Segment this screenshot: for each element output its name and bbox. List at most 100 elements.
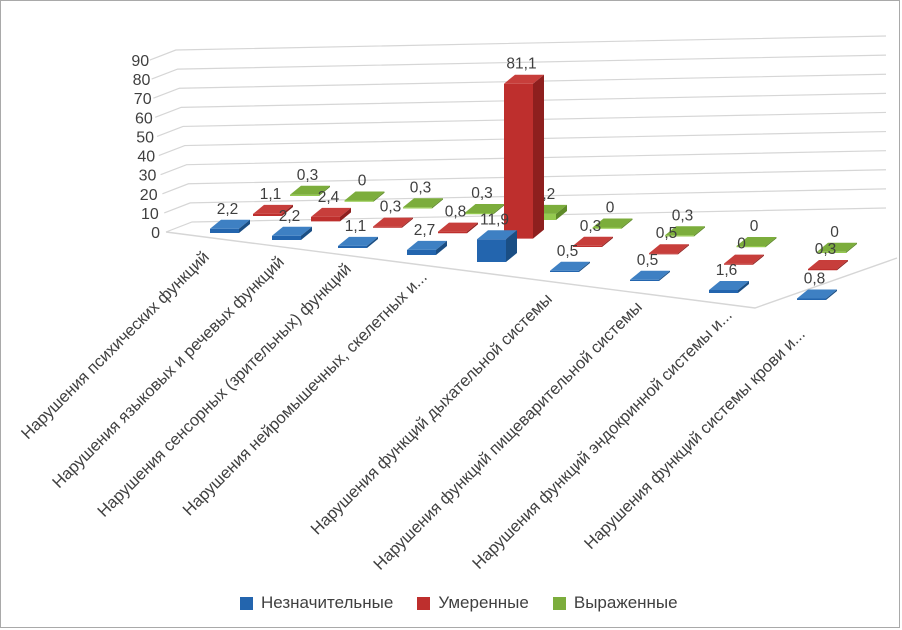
bar-side-face [506, 230, 517, 262]
data-label-1-6: 0,5 [656, 225, 678, 242]
bar-top-face [407, 240, 447, 250]
bar-side-face [301, 226, 312, 240]
bar-0-7 [709, 280, 749, 293]
data-label-1-3: 0,8 [445, 204, 467, 221]
data-label-0-2: 1,1 [345, 218, 367, 235]
bar-front-face [477, 239, 506, 262]
bar-2-1 [344, 191, 385, 202]
series-Умеренные: 1,1 2,40,3 0,881,10,3 0,50 0,3 [253, 56, 848, 271]
y-tick-50: 50 [136, 129, 154, 146]
bar-side-face [753, 254, 764, 265]
bar-1-4 [504, 74, 544, 239]
bar-top-face [373, 217, 413, 227]
bar-side-face [826, 289, 837, 300]
bar-top-face [736, 237, 777, 247]
bar-side-face [533, 74, 544, 239]
bar-side-face [467, 222, 478, 234]
bar-top-face [272, 226, 312, 236]
data-label-1-0: 1,1 [260, 186, 282, 203]
legend-label: Незначительные [261, 593, 394, 612]
bar-front-face [797, 298, 826, 300]
data-label-0-4: 11,9 [480, 211, 509, 228]
bar-0-2 [338, 236, 378, 248]
bar-1-3 [438, 222, 478, 234]
bar-side-face [837, 260, 848, 271]
bar-top-face [630, 270, 670, 280]
legend: Незначительные Умеренные Выраженные [240, 593, 678, 613]
bar-0-8 [797, 289, 837, 300]
bar-side-face [621, 218, 633, 229]
data-label-0-3: 2,7 [414, 222, 436, 239]
bar-0-5 [550, 261, 590, 272]
bar-top-face [504, 74, 544, 84]
gridline-0 [165, 207, 887, 233]
bar-top-face [592, 218, 633, 228]
gridline-50 [156, 111, 887, 138]
bar-front-face [504, 83, 533, 239]
bar-front-face [630, 279, 659, 281]
bar-1-0 [253, 204, 293, 216]
gridline-90 [149, 35, 887, 61]
bar-side-face [659, 270, 670, 281]
bar-top-face [403, 198, 443, 208]
bar-front-face [808, 269, 837, 271]
legend-item-neznachitelnye: Незначительные [240, 593, 393, 613]
bar-front-face [724, 263, 753, 265]
bar-front-face [464, 213, 494, 215]
gridline-10 [163, 188, 887, 214]
bar-side-face [765, 237, 777, 248]
bar-side-face [738, 280, 749, 293]
bar-side-face [319, 185, 330, 196]
bar-side-face [436, 240, 447, 255]
data-label-0-0: 2,2 [217, 201, 239, 218]
legend-swatch-red [417, 596, 431, 610]
bar-side-face [493, 204, 505, 215]
bar-front-face [344, 200, 374, 202]
bar-front-face [709, 289, 738, 293]
bar-front-face [573, 245, 602, 247]
bar-1-6 [649, 244, 689, 255]
bar-0-4 [477, 230, 517, 262]
bar-1-1 [311, 207, 351, 222]
bar-top-face [464, 204, 505, 214]
floor-edge [165, 231, 898, 309]
bar-0-6 [630, 270, 670, 281]
y-tick-40: 40 [137, 149, 155, 166]
bar-1-8 [808, 260, 848, 271]
series-Выраженные: 0,3 0 0,3 0,3 3,20 0,30 0 [290, 167, 857, 253]
bar-side-face [846, 242, 857, 253]
bar-1-7 [724, 254, 764, 265]
bar-top-face [550, 261, 590, 271]
bar-top-face [344, 191, 385, 201]
data-label-0-6: 0,5 [637, 252, 659, 269]
bar-0-3 [407, 240, 447, 255]
bar-2-0 [290, 185, 330, 196]
bar-front-face [338, 245, 367, 248]
legend-item-umerennye: Умеренные [417, 593, 529, 613]
data-label-0-5: 0,5 [557, 243, 579, 260]
bar-front-face [210, 228, 239, 233]
series-Незначительные: 2,2 2,2 1,1 2,7 11,9 0,5 0,5 1,6 0,8 [210, 201, 837, 300]
y-tick-0: 0 [151, 225, 160, 242]
bar-top-face [573, 236, 613, 246]
bar-side-face [402, 217, 413, 228]
bar-top-face [709, 280, 749, 290]
bar-side-face [282, 204, 293, 216]
data-label-2-6: 0,3 [672, 207, 694, 224]
bar-top-face [438, 222, 478, 232]
bar-front-face [592, 227, 622, 229]
y-tick-90: 90 [131, 53, 149, 70]
bar-2-3 [464, 204, 505, 215]
data-label-1-5: 0,3 [580, 218, 602, 235]
bar-top-face [253, 204, 293, 214]
bar-side-face [367, 236, 378, 248]
data-label-0-7: 1,6 [716, 262, 738, 279]
legend-swatch-green [552, 596, 566, 610]
bar-side-face [373, 191, 385, 202]
data-label-2-5: 0 [606, 200, 615, 217]
bar-0-0 [210, 219, 250, 233]
bar-front-face [438, 231, 467, 234]
bar-top-face [797, 289, 837, 299]
